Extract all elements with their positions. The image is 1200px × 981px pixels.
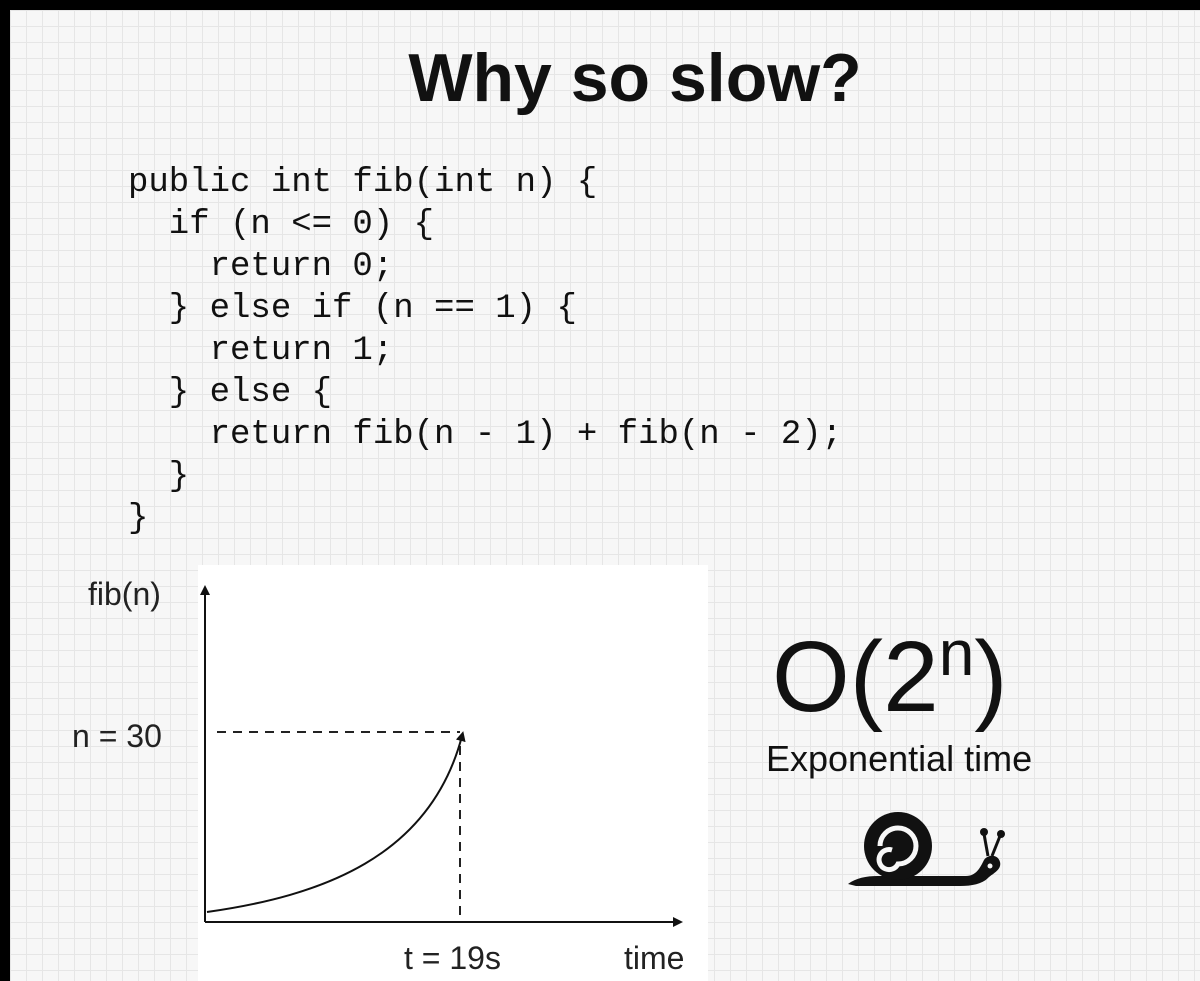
growth-curve [206, 731, 466, 913]
t-marker-label: t = 19s [404, 940, 501, 976]
code-line: } [128, 458, 190, 496]
n-marker-label: n = 30 [72, 718, 162, 754]
big-o-close: ) [974, 621, 1008, 733]
code-line: } else { [128, 374, 333, 412]
complexity-label: Exponential time [766, 738, 1033, 779]
x-axis-label: time [624, 940, 685, 976]
code-line: } else if (n == 1) { [128, 290, 577, 328]
growth-graph [200, 585, 683, 927]
snail-icon [848, 812, 1005, 886]
code-line: return 1; [128, 332, 394, 370]
code-line: return 0; [128, 248, 394, 286]
slide: Why so slow? public int fib(int n) { if … [10, 10, 1200, 981]
big-o-exponent: n [938, 617, 975, 689]
big-o-notation: O(2n) [772, 617, 1008, 744]
slide-title: Why so slow? [408, 40, 862, 116]
code-block: public int fib(int n) { if (n <= 0) { re… [128, 162, 842, 540]
code-line: } [128, 500, 149, 538]
code-line: return fib(n - 1) + fib(n - 2); [128, 416, 843, 454]
y-axis-label: fib(n) [88, 576, 161, 612]
big-o-base: O(2 [772, 621, 939, 733]
code-line: public int fib(int n) { [128, 164, 598, 202]
code-line: if (n <= 0) { [128, 206, 435, 244]
graph-panel [198, 565, 708, 981]
